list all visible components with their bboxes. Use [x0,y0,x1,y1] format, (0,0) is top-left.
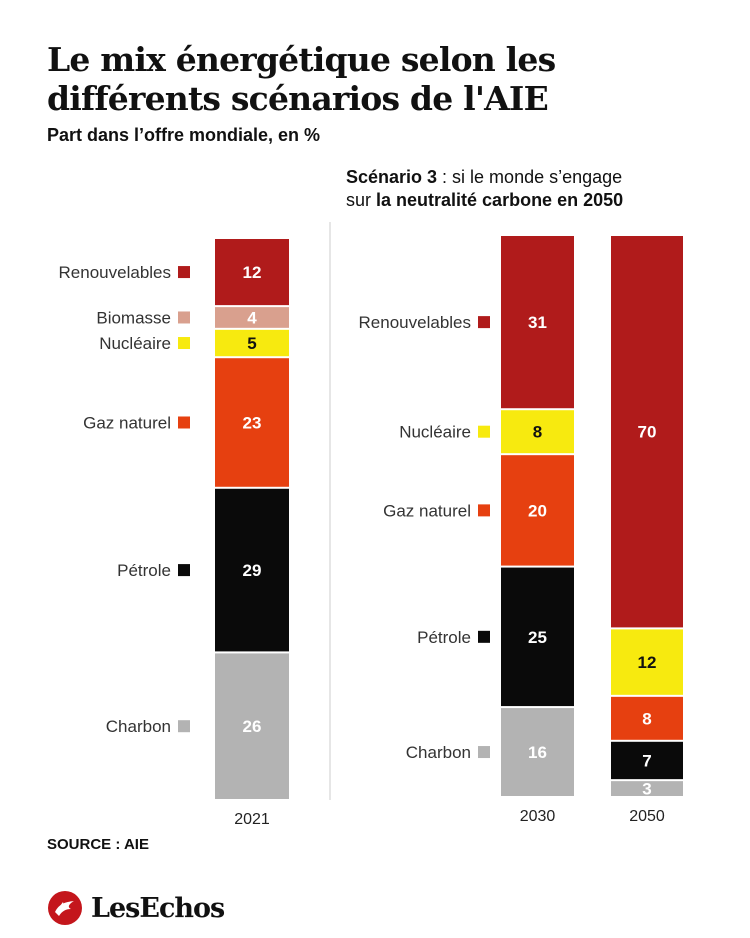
legend-swatch-2030-renouvelables [478,316,490,329]
scenario-label: Scénario 3 [346,167,438,187]
value-label-2021-renouvelables: 12 [243,263,262,282]
legend-label-2021-renouvelables: Renouvelables [59,263,171,282]
legend-swatch-2021-petrole [178,564,190,577]
bar-2050-nucleaire [611,629,683,695]
bar-2030-petrole [501,567,574,707]
value-label-2050-petrole: 7 [642,751,651,770]
scenario-emphasis: la neutralité carbone en 2050 [376,190,624,210]
legend-label-2030-nucleaire: Nucléaire [399,423,471,442]
legend-swatch-2030-charbon [478,746,490,759]
bar-2050-gaz-naturel [611,696,683,740]
value-label-2030-nucleaire: 8 [533,423,542,442]
brand-name: LesEchos [91,892,225,924]
bar-2050-charbon [611,781,683,796]
bar-2030-renouvelables [501,236,574,409]
source-note: SOURCE : AIE [47,836,149,853]
legend-label-2021-charbon: Charbon [106,717,171,736]
scenario-caption: Scénario 3 : si le monde s’engage sur la… [346,166,726,212]
bar-2050-renouvelables [611,236,683,628]
legend-label-2030-charbon: Charbon [406,743,471,762]
bar-2021-petrole [215,488,289,652]
legend-swatch-2021-charbon [178,720,190,733]
value-label-2050-gaz-naturel: 8 [642,709,651,728]
bar-2030-nucleaire [501,410,574,454]
bar-2021-gaz-naturel [215,358,289,487]
legend-label-2021-biomasse: Biomasse [96,308,171,327]
value-label-2050-nucleaire: 12 [638,653,657,672]
x-tick-2050: 2050 [629,808,665,825]
value-label-2050-charbon: 3 [642,780,651,799]
legend-label-2030-renouvelables: Renouvelables [359,313,471,332]
legend-label-2021-petrole: Pétrole [117,561,171,580]
les-echos-logo-icon [48,891,82,925]
chart-subtitle: Part dans l’offre mondiale, en % [47,125,321,145]
value-label-2021-nucleaire: 5 [247,334,256,353]
legend-swatch-2021-gaz-naturel [178,416,190,429]
legend-swatch-2021-renouvelables [178,266,190,279]
scenario-text: : si le monde s’engage [437,167,623,187]
value-label-2030-charbon: 16 [528,743,547,762]
legend-swatch-2021-biomasse [178,311,190,324]
bar-2021-biomasse [215,307,289,328]
legend-label-2021-gaz-naturel: Gaz naturel [83,413,171,432]
bar-2030-gaz-naturel [501,455,574,566]
value-label-2030-gaz-naturel: 20 [528,501,547,520]
legend-label-2030-gaz-naturel: Gaz naturel [383,501,471,520]
bar-2021-charbon [215,653,289,799]
value-label-2021-gaz-naturel: 23 [243,413,262,432]
value-label-2021-charbon: 26 [243,717,262,736]
legend-swatch-2030-nucleaire [478,425,490,438]
legend-swatch-2030-petrole [478,630,490,643]
bar-2030-charbon [501,708,574,796]
bar-2021-nucleaire [215,329,289,357]
scenario-text-2: sur [346,190,377,210]
x-tick-2021: 2021 [234,811,270,828]
value-label-2021-biomasse: 4 [247,308,257,327]
x-tick-2030: 2030 [520,808,556,825]
brand-logo: LesEchos [47,890,225,926]
legend-swatch-2021-nucleaire [178,337,190,350]
bar-2021-renouvelables [215,239,289,306]
chart-title: Le mix énergétique selon les différents … [47,40,556,118]
value-label-2021-petrole: 29 [243,561,262,580]
bar-2050-petrole [611,741,683,780]
value-label-2030-petrole: 25 [528,628,547,647]
legend-label-2021-nucleaire: Nucléaire [99,334,171,353]
value-label-2030-renouvelables: 31 [528,313,547,332]
legend-label-2030-petrole: Pétrole [417,628,471,647]
value-label-2050-renouvelables: 70 [638,423,657,442]
legend-swatch-2030-gaz-naturel [478,504,490,517]
